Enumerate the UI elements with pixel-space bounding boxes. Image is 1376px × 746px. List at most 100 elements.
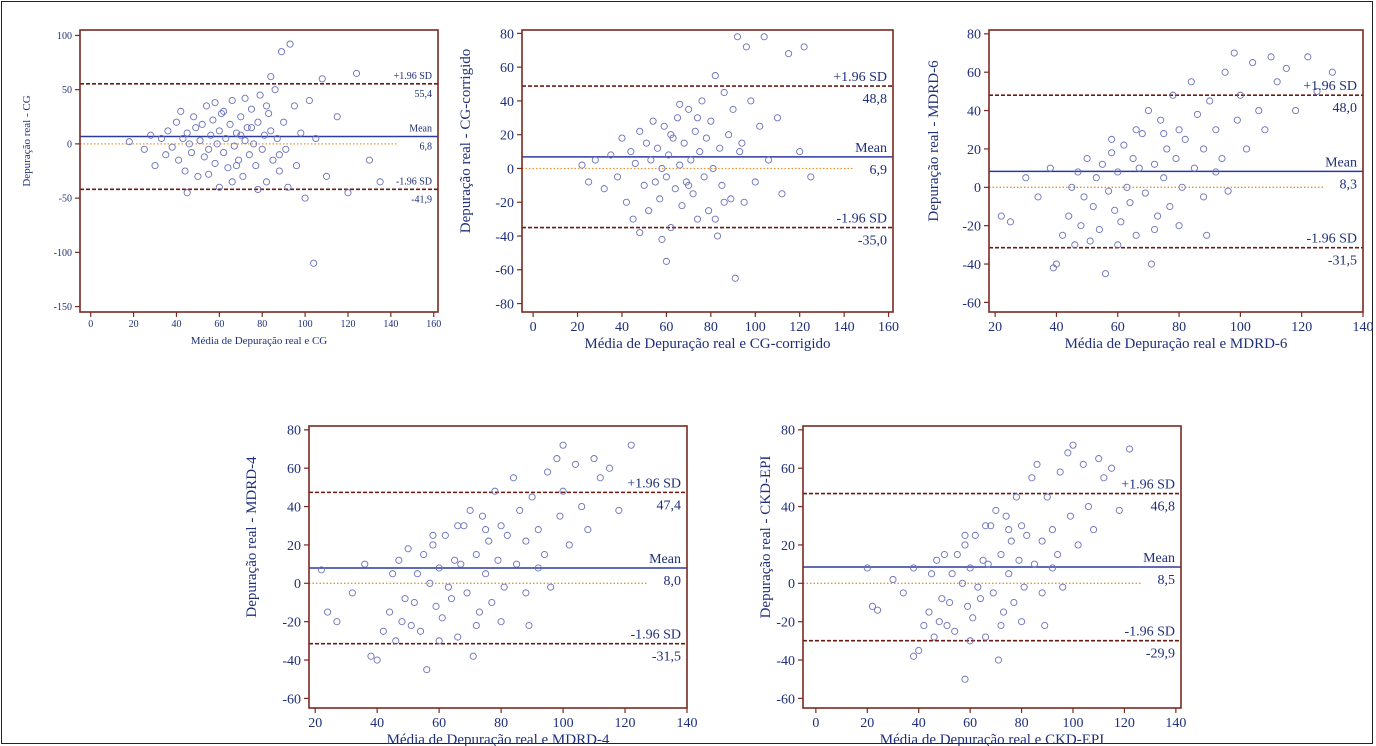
data-point <box>656 195 664 203</box>
data-point <box>997 212 1005 220</box>
data-point <box>267 73 275 81</box>
data-point <box>590 455 598 463</box>
data-point <box>948 570 956 578</box>
data-point <box>352 69 361 77</box>
data-point <box>410 598 418 607</box>
data-point <box>1022 174 1030 182</box>
data-point <box>413 570 421 578</box>
y-tick-label: -150 <box>54 302 72 313</box>
data-point <box>185 140 193 148</box>
data-point <box>658 164 666 173</box>
data-point <box>1249 59 1257 67</box>
y-tick-label: 80 <box>287 424 301 439</box>
data-point <box>596 474 604 482</box>
data-point <box>613 173 622 181</box>
data-point <box>164 127 172 135</box>
y-tick-label: 80 <box>781 424 795 439</box>
data-point <box>416 627 425 635</box>
data-point <box>262 102 271 110</box>
data-point <box>976 595 984 603</box>
data-point <box>720 88 728 97</box>
y-tick-label: -40 <box>962 258 981 273</box>
x-tick-label: 160 <box>426 319 441 330</box>
data-point <box>540 550 549 559</box>
data-point <box>426 579 434 587</box>
x-tick-label: 100 <box>553 716 574 731</box>
data-point <box>953 550 961 559</box>
data-point <box>720 198 728 206</box>
lower-loa-label: -1.96 SD <box>1124 625 1175 640</box>
data-point <box>642 139 650 147</box>
data-point <box>636 127 644 135</box>
data-point <box>615 506 623 514</box>
data-point <box>1007 537 1015 545</box>
x-tick-label: 40 <box>1049 320 1063 335</box>
y-tick-label: -60 <box>776 692 795 707</box>
x-tick-label: 80 <box>494 716 508 731</box>
x-tick-label: 80 <box>257 319 267 330</box>
data-point <box>958 579 966 587</box>
data-point <box>162 151 170 159</box>
data-point <box>1132 231 1140 239</box>
data-point <box>966 564 974 572</box>
data-point <box>447 595 456 603</box>
data-point <box>687 156 695 164</box>
data-point <box>1132 126 1140 134</box>
data-point <box>725 131 733 139</box>
data-point <box>742 43 750 51</box>
data-point <box>243 124 251 132</box>
data-point <box>1005 526 1013 534</box>
data-point <box>392 637 400 645</box>
y-tick-label: 60 <box>500 61 514 76</box>
data-point <box>1178 183 1186 191</box>
upper-loa-label: +1.96 SD <box>394 71 432 82</box>
data-point <box>277 48 286 56</box>
panel-2: 0 20 40 60 80 100 120 140 160 -80 -60 -40 -20 0 20 40 60… <box>458 27 899 352</box>
data-point <box>534 526 542 534</box>
data-point <box>475 608 483 616</box>
data-point <box>1111 206 1119 214</box>
data-point <box>435 564 443 572</box>
mean-value: 8,3 <box>1340 177 1358 192</box>
data-point <box>1292 107 1300 115</box>
data-point <box>982 522 990 530</box>
data-point <box>207 131 215 139</box>
data-point <box>292 162 301 170</box>
y-tick-label: 60 <box>287 462 301 477</box>
data-point <box>1015 556 1023 564</box>
data-point <box>398 618 406 626</box>
data-point <box>175 156 183 164</box>
data-point <box>1033 460 1041 468</box>
data-point <box>172 118 181 126</box>
data-point <box>1048 526 1056 534</box>
y-tick-label: 0 <box>294 577 301 592</box>
data-point <box>1023 531 1031 539</box>
data-point <box>317 566 325 574</box>
data-point <box>389 570 397 578</box>
data-point <box>497 522 505 530</box>
data-point <box>1069 441 1077 449</box>
data-point <box>997 621 1005 630</box>
upper-loa-value: 48,8 <box>863 92 888 107</box>
data-point <box>472 621 480 630</box>
data-point <box>457 560 465 568</box>
data-point <box>961 541 969 549</box>
data-point <box>785 50 793 58</box>
data-point <box>275 151 283 159</box>
data-points <box>125 40 384 267</box>
x-tick-label: 0 <box>88 319 93 330</box>
data-point <box>192 124 200 132</box>
data-point <box>1200 145 1208 153</box>
data-point <box>333 113 341 121</box>
mean-label: Mean <box>1325 155 1357 170</box>
y-tick-label: -20 <box>962 220 981 235</box>
data-point <box>1135 164 1143 172</box>
y-tick-label: -60 <box>282 692 301 707</box>
data-points <box>317 441 635 674</box>
data-point <box>247 105 256 113</box>
data-point <box>513 560 521 568</box>
data-point <box>472 550 480 559</box>
y-axis-label: Depuração real - MDRD-4 <box>244 456 260 618</box>
data-point <box>230 142 238 150</box>
data-point <box>1147 260 1156 268</box>
